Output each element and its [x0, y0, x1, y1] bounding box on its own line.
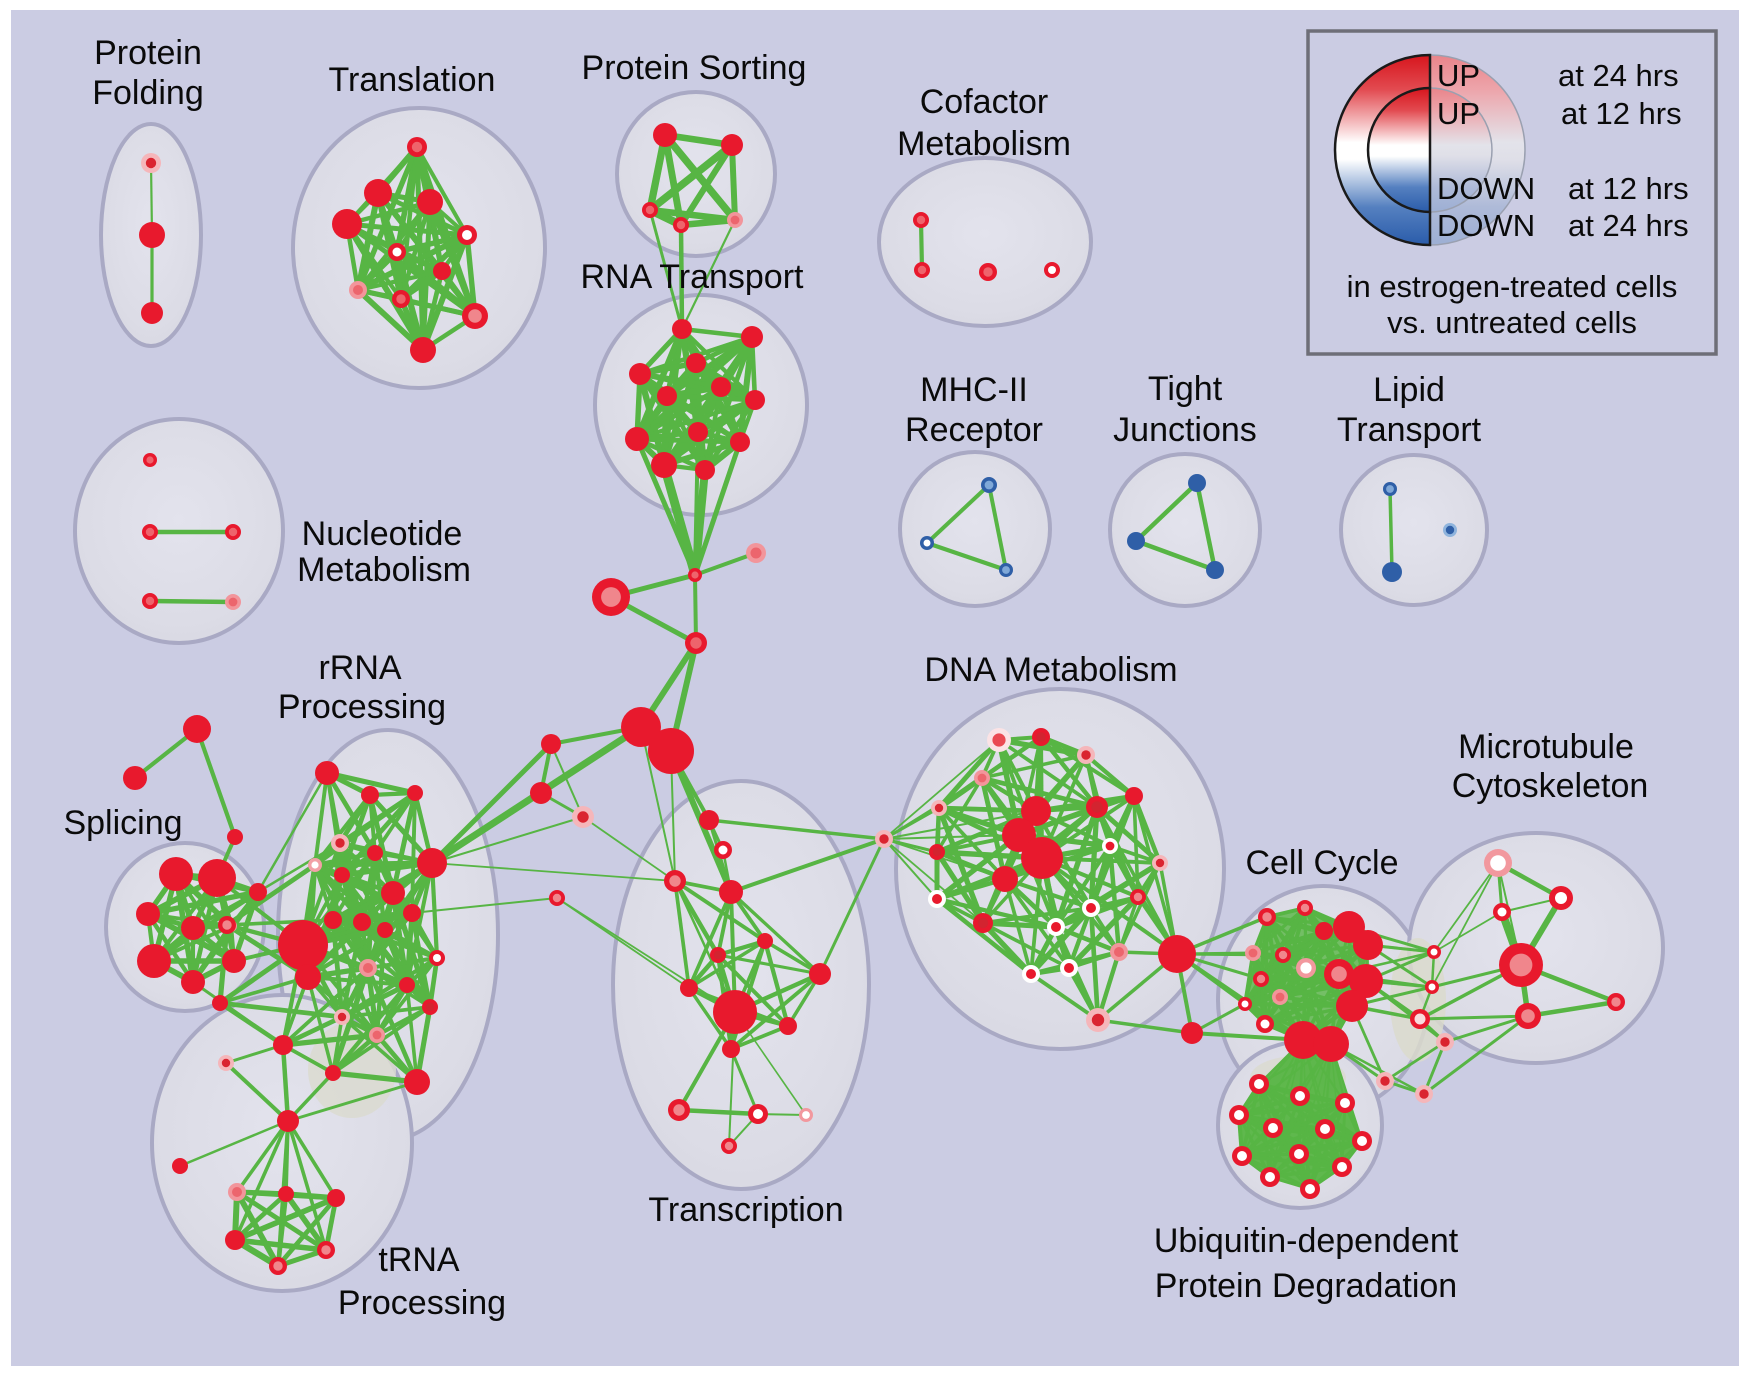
svg-text:Cell Cycle: Cell Cycle	[1245, 844, 1398, 882]
svg-text:Tight: Tight	[1148, 370, 1223, 408]
svg-text:Splicing: Splicing	[63, 804, 182, 842]
svg-text:Cofactor: Cofactor	[920, 83, 1049, 121]
svg-text:Processing: Processing	[338, 1284, 506, 1322]
svg-text:Lipid: Lipid	[1373, 371, 1445, 409]
svg-text:Processing: Processing	[278, 688, 446, 726]
svg-text:Protein Sorting: Protein Sorting	[582, 49, 807, 87]
svg-text:Translation: Translation	[329, 61, 496, 99]
svg-text:Protein: Protein	[94, 34, 202, 72]
svg-text:tRNA: tRNA	[378, 1241, 460, 1279]
svg-text:Cytoskeleton: Cytoskeleton	[1452, 767, 1649, 805]
svg-text:DOWN: DOWN	[1437, 171, 1535, 206]
svg-text:UP: UP	[1437, 96, 1480, 131]
svg-text:Ubiquitin-dependent: Ubiquitin-dependent	[1154, 1222, 1459, 1260]
svg-text:Metabolism: Metabolism	[897, 125, 1071, 163]
svg-text:Transport: Transport	[1337, 411, 1482, 449]
svg-text:DNA Metabolism: DNA Metabolism	[924, 651, 1177, 689]
svg-text:Microtubule: Microtubule	[1458, 728, 1634, 766]
svg-text:Folding: Folding	[92, 74, 204, 112]
svg-text:MHC-II: MHC-II	[920, 371, 1028, 409]
svg-text:in estrogen-treated cells: in estrogen-treated cells	[1347, 269, 1678, 304]
svg-text:DOWN: DOWN	[1437, 208, 1535, 243]
svg-text:UP: UP	[1437, 58, 1480, 93]
svg-text:rRNA: rRNA	[318, 649, 401, 687]
svg-text:at 24 hrs: at 24 hrs	[1558, 58, 1679, 93]
svg-text:Transcription: Transcription	[648, 1191, 843, 1229]
svg-text:RNA Transport: RNA Transport	[581, 258, 805, 296]
svg-text:Receptor: Receptor	[905, 411, 1043, 449]
svg-text:at 12 hrs: at 12 hrs	[1561, 96, 1682, 131]
svg-text:Nucleotide: Nucleotide	[302, 515, 463, 553]
svg-text:Metabolism: Metabolism	[297, 551, 471, 589]
svg-text:vs. untreated cells: vs. untreated cells	[1387, 305, 1637, 340]
svg-text:Protein Degradation: Protein Degradation	[1155, 1267, 1457, 1305]
svg-text:at 12 hrs: at 12 hrs	[1568, 171, 1689, 206]
svg-text:Junctions: Junctions	[1113, 411, 1257, 449]
svg-text:at 24 hrs: at 24 hrs	[1568, 208, 1689, 243]
